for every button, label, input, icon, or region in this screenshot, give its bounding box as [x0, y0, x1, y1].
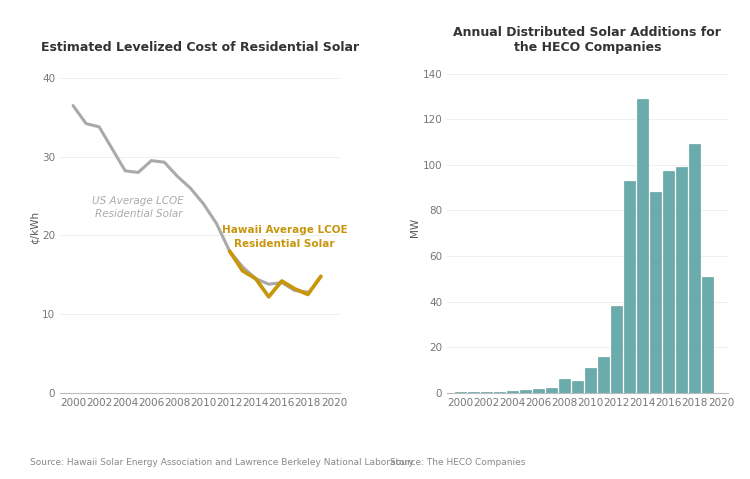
Bar — [532, 389, 544, 393]
Bar — [546, 388, 557, 393]
Bar — [638, 99, 648, 393]
Bar — [689, 144, 700, 393]
Title: Annual Distributed Solar Additions for
the HECO Companies: Annual Distributed Solar Additions for t… — [453, 26, 722, 54]
Title: Estimated Levelized Cost of Residential Solar: Estimated Levelized Cost of Residential … — [41, 41, 359, 54]
Bar — [559, 379, 570, 393]
Bar — [676, 167, 688, 393]
Y-axis label: MW: MW — [410, 218, 420, 237]
Text: US Average LCOE
Residential Solar: US Average LCOE Residential Solar — [92, 196, 184, 219]
Bar — [663, 171, 674, 393]
Text: Source: Hawaii Solar Energy Association and Lawrence Berkeley National Laborator: Source: Hawaii Solar Energy Association … — [30, 457, 414, 467]
Bar — [611, 306, 622, 393]
Bar — [650, 192, 662, 393]
Y-axis label: ¢/kWh: ¢/kWh — [29, 211, 39, 244]
Bar — [507, 390, 518, 393]
Bar — [572, 381, 583, 393]
Bar — [520, 390, 531, 393]
Text: Hawaii Average LCOE
Residential Solar: Hawaii Average LCOE Residential Solar — [221, 225, 347, 249]
Bar — [598, 357, 609, 393]
Bar — [703, 276, 713, 393]
Bar — [624, 181, 635, 393]
Text: Source: The HECO Companies: Source: The HECO Companies — [390, 457, 525, 467]
Bar — [585, 368, 596, 393]
